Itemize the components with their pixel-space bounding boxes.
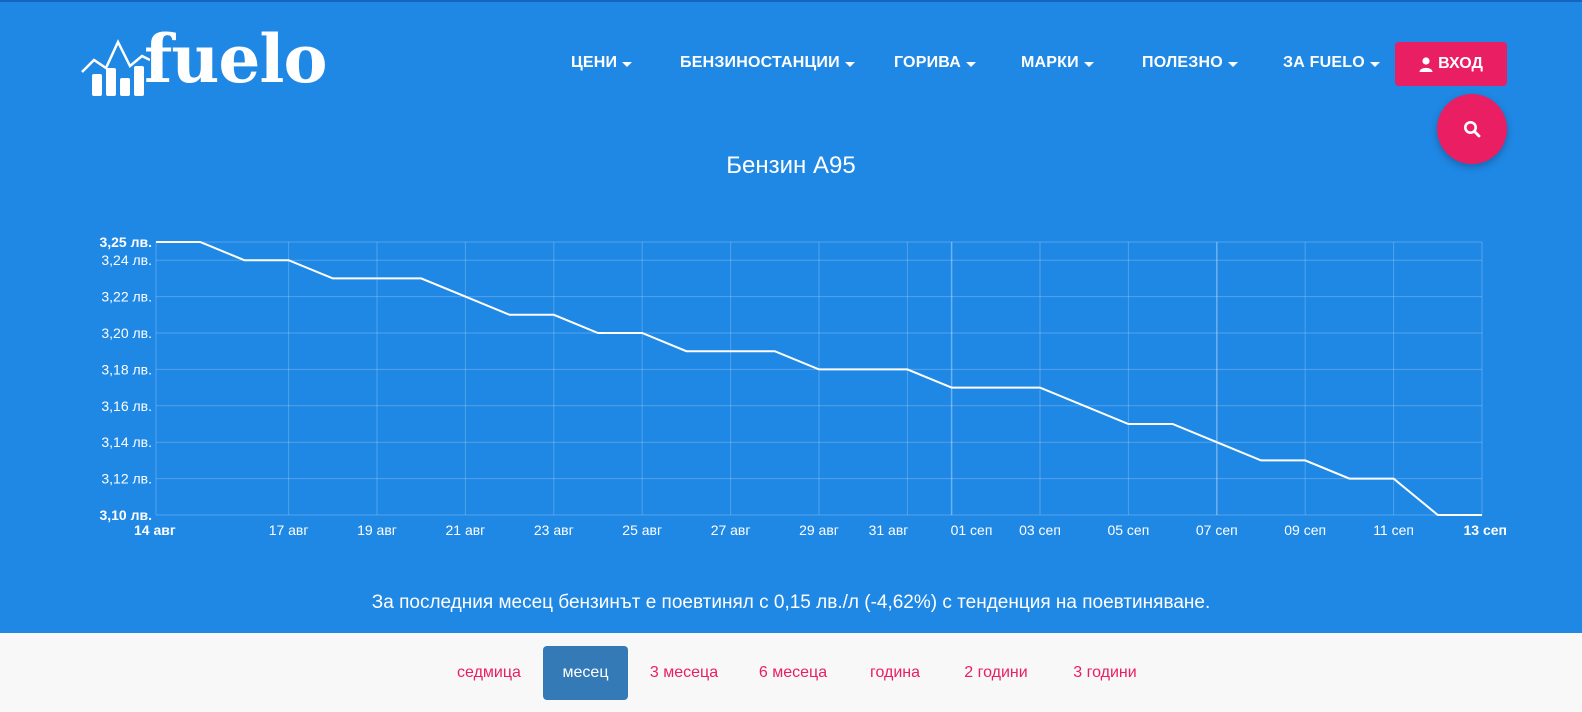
search-button[interactable] bbox=[1437, 94, 1507, 164]
x-tick-label: 14 авг bbox=[134, 522, 176, 538]
x-tick-label: 29 авг bbox=[799, 522, 839, 538]
y-tick-label: 3,24 лв. bbox=[101, 252, 152, 268]
x-tick-label: 01 сеп bbox=[951, 522, 993, 538]
x-tick-label: 19 авг bbox=[357, 522, 397, 538]
logo-text: fuelo bbox=[144, 20, 327, 98]
x-tick-label: 07 сеп bbox=[1196, 522, 1238, 538]
price-line-chart: 3,10 лв. 3,12 лв. 3,14 лв. 3,16 лв. 3,18 лв.… bbox=[99, 234, 1507, 538]
y-tick-label: 3,18 лв. bbox=[101, 361, 152, 377]
nav-label: БЕНЗИНОСТАНЦИИ bbox=[680, 54, 840, 71]
user-icon bbox=[1419, 56, 1433, 72]
nav-item-brands[interactable]: МАРКИ bbox=[1021, 50, 1094, 76]
fuelo-logo[interactable]: fuelo bbox=[80, 24, 340, 102]
search-icon bbox=[1464, 121, 1481, 138]
chart-title: Бензин A95 bbox=[726, 152, 856, 179]
login-label: ВХОД bbox=[1438, 55, 1483, 72]
x-tick-label: 23 авг bbox=[534, 522, 574, 538]
period-2-years[interactable]: 2 години bbox=[964, 664, 1028, 681]
period-6-months[interactable]: 6 месеца bbox=[758, 664, 828, 681]
x-tick-label: 25 авг bbox=[622, 522, 662, 538]
x-tick-label: 05 сеп bbox=[1107, 522, 1149, 538]
nav-label: ЗА FUELO bbox=[1283, 54, 1365, 71]
caret-down-icon bbox=[844, 61, 855, 67]
y-tick-label: 3,14 лв. bbox=[101, 434, 152, 450]
caret-down-icon bbox=[966, 61, 976, 67]
y-tick-label: 3,10 лв. bbox=[99, 507, 152, 523]
caret-down-icon bbox=[1369, 61, 1380, 67]
period-year[interactable]: година bbox=[869, 664, 921, 681]
x-tick-label: 13 сеп bbox=[1464, 522, 1508, 538]
period-3-months[interactable]: 3 месеца bbox=[649, 664, 719, 681]
nav-label: ГОРИВА bbox=[894, 54, 961, 71]
caret-down-icon bbox=[1227, 61, 1238, 67]
nav-item-prices[interactable]: ЦЕНИ bbox=[571, 50, 633, 76]
x-tick-label: 21 авг bbox=[446, 522, 486, 538]
price-trend-summary: За последния месец бензинът е поевтинял … bbox=[371, 592, 1211, 613]
chart-grid bbox=[155, 241, 1483, 516]
x-tick-label: 17 авг bbox=[269, 522, 309, 538]
nav-label: МАРКИ bbox=[1021, 54, 1079, 71]
period-week[interactable]: седмица bbox=[457, 664, 521, 681]
y-tick-label: 3,20 лв. bbox=[101, 325, 152, 341]
nav-item-stations[interactable]: БЕНЗИНОСТАНЦИИ bbox=[680, 50, 855, 76]
nav-item-useful[interactable]: ПОЛЕЗНО bbox=[1142, 50, 1238, 76]
x-tick-label: 11 сеп bbox=[1373, 522, 1414, 538]
y-tick-label: 3,16 лв. bbox=[101, 398, 152, 414]
login-button[interactable]: ВХОД bbox=[1395, 42, 1507, 86]
x-axis-ticks: 14 авг 17 авг 19 авг 21 авг 23 авг 25 авг 27 а… bbox=[134, 522, 1507, 538]
y-tick-label: 3,25 лв. bbox=[99, 234, 152, 250]
series-line-a95 bbox=[156, 241, 1482, 516]
nav-label: ЦЕНИ bbox=[571, 54, 618, 71]
period-selector: седмица месец 3 месеца 6 месеца година 2… bbox=[0, 633, 1582, 712]
y-axis-ticks: 3,10 лв. 3,12 лв. 3,14 лв. 3,16 лв. 3,18 лв.… bbox=[99, 234, 152, 523]
period-3-years[interactable]: 3 години bbox=[1073, 664, 1137, 681]
period-month[interactable]: месец bbox=[543, 646, 628, 700]
hero-section: fuelo ЦЕНИ БЕНЗИНОСТАНЦИИ ГОРИВА МАРКИ П… bbox=[0, 0, 1582, 633]
caret-down-icon bbox=[622, 61, 633, 67]
x-tick-label: 27 авг bbox=[711, 522, 751, 538]
nav-item-fuels[interactable]: ГОРИВА bbox=[894, 50, 976, 76]
caret-down-icon bbox=[1083, 61, 1094, 67]
nav-label: ПОЛЕЗНО bbox=[1142, 54, 1223, 71]
y-tick-label: 3,12 лв. bbox=[101, 471, 152, 487]
chart-logo-icon bbox=[81, 39, 150, 96]
x-tick-label: 09 сеп bbox=[1284, 522, 1326, 538]
y-tick-label: 3,22 лв. bbox=[101, 289, 152, 305]
nav-item-about[interactable]: ЗА FUELO bbox=[1283, 50, 1380, 76]
x-tick-label: 31 авг bbox=[869, 522, 909, 538]
x-tick-label: 03 сеп bbox=[1019, 522, 1061, 538]
